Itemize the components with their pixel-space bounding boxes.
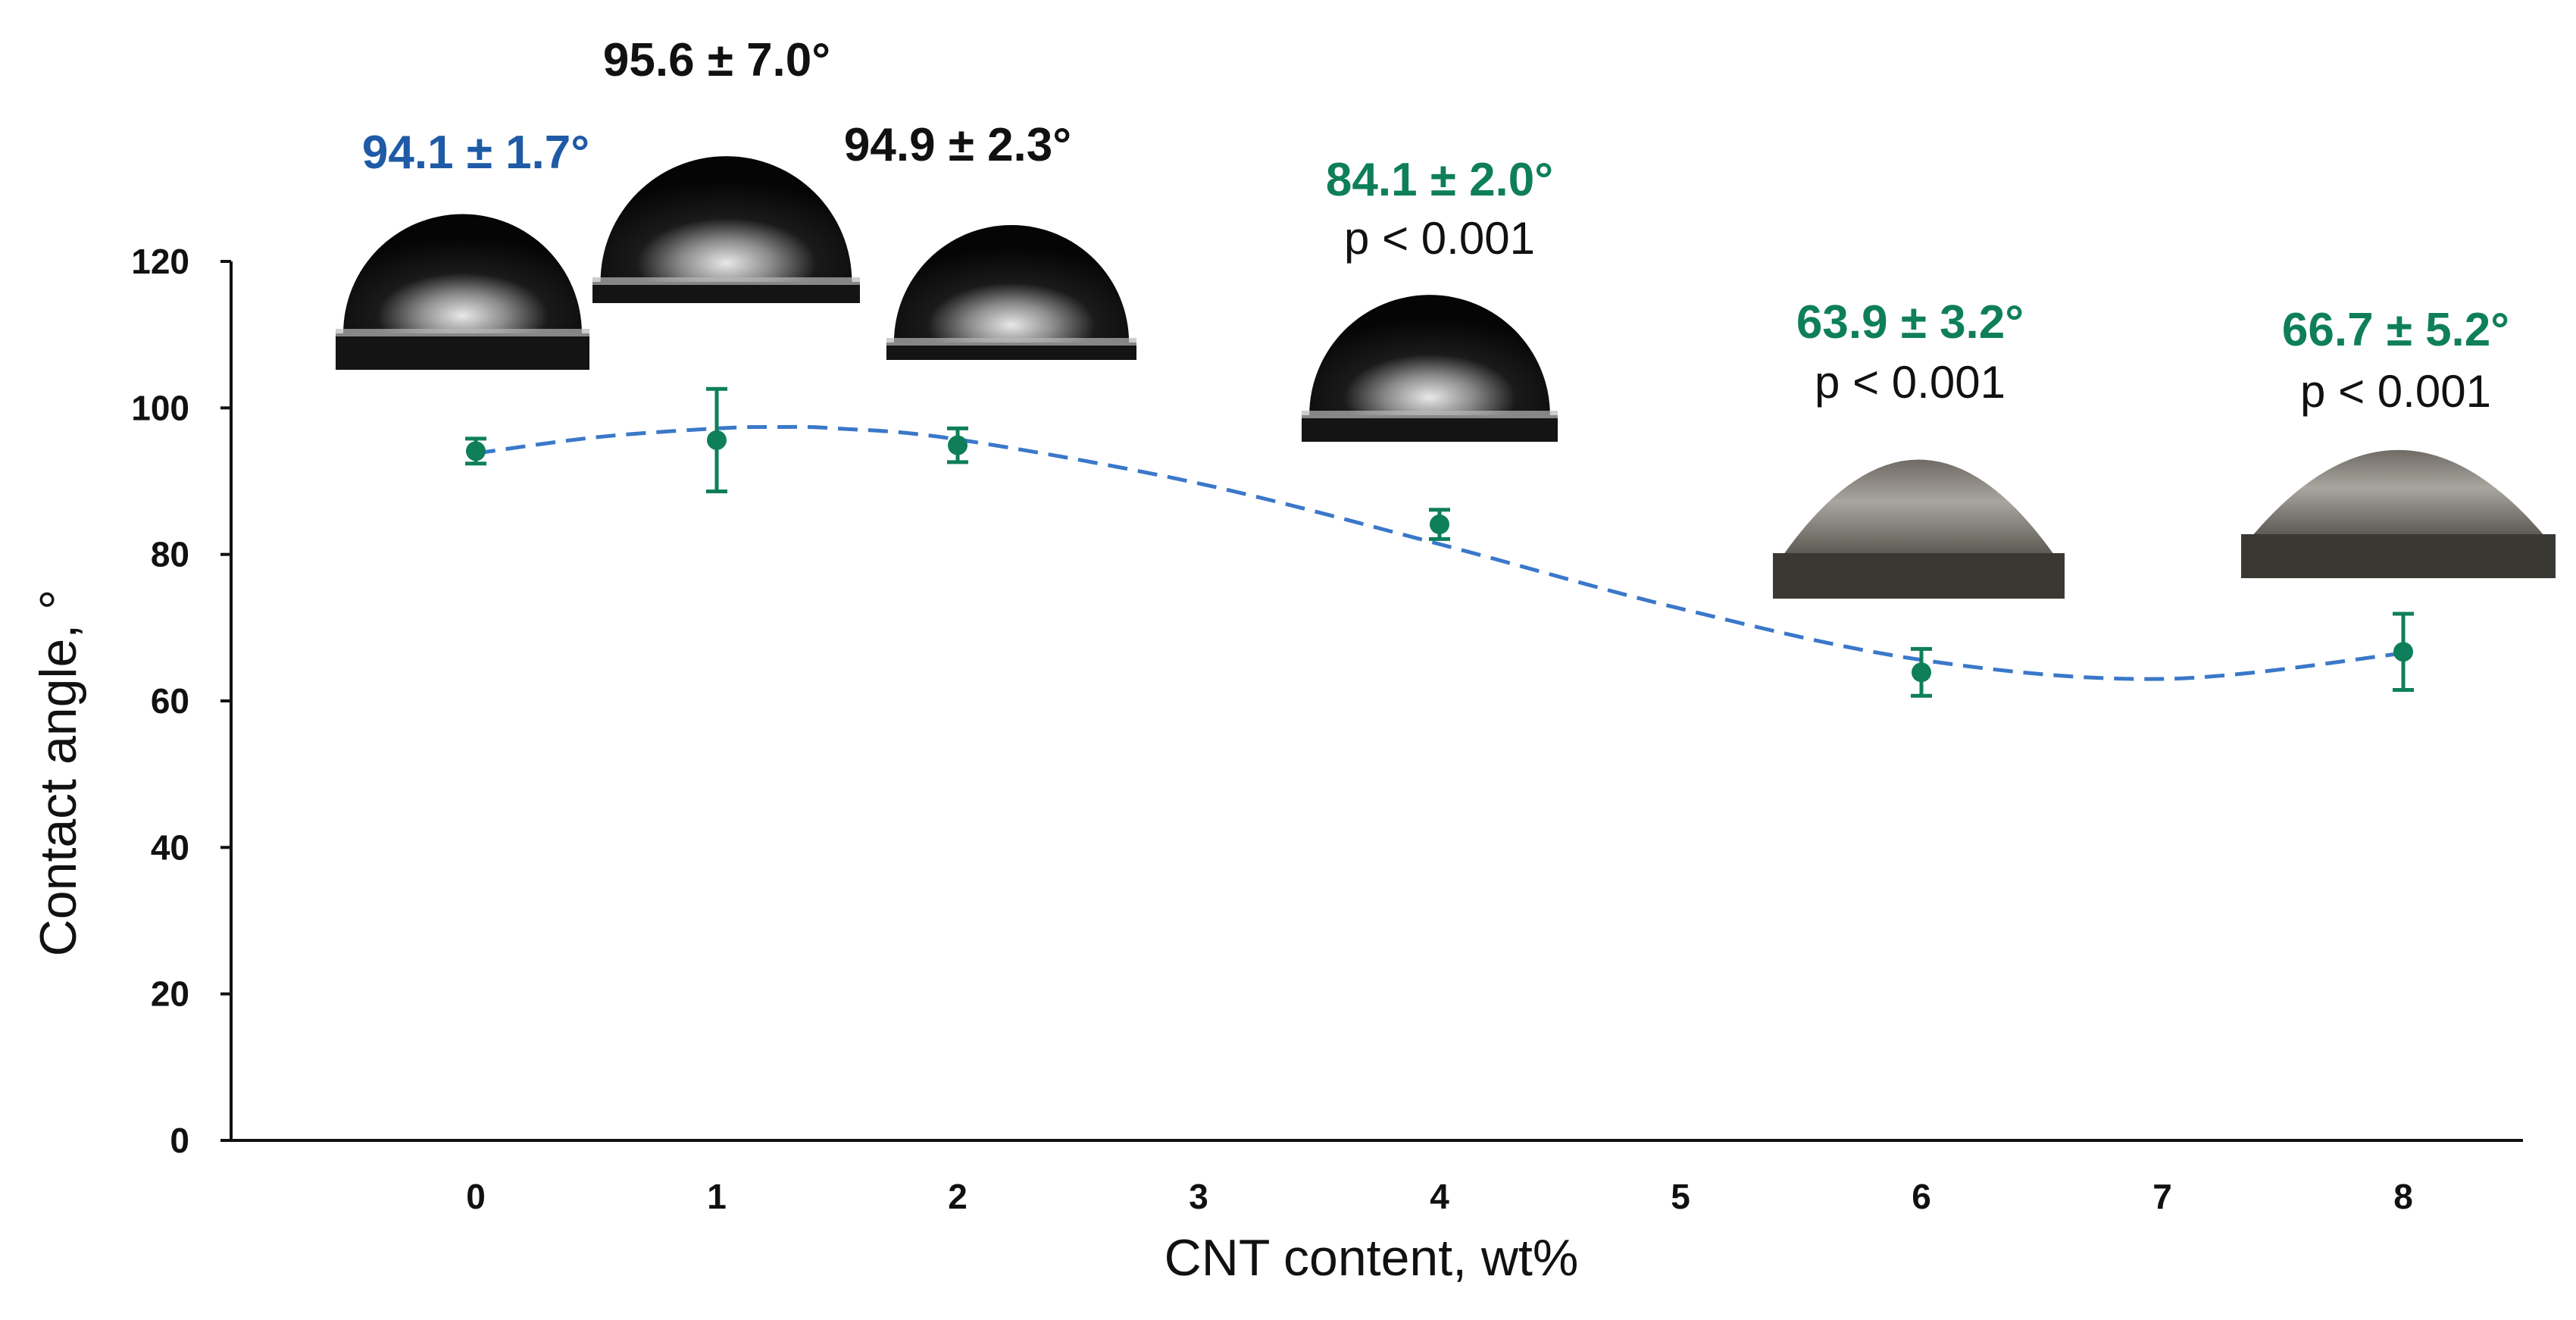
y-axis-title: Contact angle, ° (30, 590, 87, 957)
droplet-shape (600, 156, 852, 282)
data-point (707, 430, 727, 450)
data-point (1430, 515, 1449, 535)
data-point (466, 441, 486, 461)
annotation-value: 63.9 ± 3.2° (1796, 296, 2024, 349)
droplet-reflection (1302, 411, 1558, 418)
y-tick-label: 20 (151, 974, 189, 1014)
droplet-substrate (1302, 415, 1558, 442)
droplet-image (592, 155, 860, 303)
y-tick-label: 100 (131, 388, 189, 427)
y-tick-label: 80 (151, 535, 189, 574)
data-point (1912, 662, 1931, 683)
droplet-image (1773, 455, 2065, 599)
x-tick-label: 4 (1430, 1177, 1449, 1216)
y-tick-label: 60 (151, 681, 189, 721)
annotation-value: 84.1 ± 2.0° (1326, 154, 1553, 206)
droplet-shape (1309, 295, 1550, 415)
droplet-image (2241, 446, 2556, 578)
annotation-p-value: p < 0.001 (1344, 213, 1535, 264)
droplet-reflection (886, 338, 1136, 346)
annotation-value: 66.7 ± 5.2° (2282, 304, 2509, 356)
annotation-p-value: p < 0.001 (1815, 357, 2005, 408)
droplet-substrate (336, 333, 589, 370)
x-tick-label: 3 (1189, 1177, 1208, 1216)
data-points (465, 386, 2414, 698)
annotation-value: 94.1 ± 1.7° (362, 127, 589, 179)
trendline-path (475, 424, 2404, 681)
x-tick-label: 0 (466, 1177, 486, 1216)
y-tick-label: 120 (131, 242, 189, 281)
droplet-substrate (886, 343, 1136, 360)
x-tick-label: 2 (948, 1177, 968, 1216)
droplet-image (336, 214, 589, 370)
droplet-shape (1784, 459, 2053, 553)
annotation-value: 94.9 ± 2.3° (844, 119, 1071, 171)
x-tick-label: 1 (707, 1177, 727, 1216)
droplet-image (1302, 295, 1558, 442)
axes: 0 20 40 60 80 100 120 0 1 2 3 4 5 6 7 8 (131, 242, 2523, 1216)
droplet-shape (343, 214, 582, 333)
droplet-substrate (592, 282, 860, 303)
x-tick-label: 6 (1912, 1177, 1931, 1216)
x-tick-label: 8 (2393, 1177, 2413, 1216)
droplet-reflection (592, 277, 860, 285)
trendline (475, 424, 2404, 681)
annotation-value: 95.6 ± 7.0° (603, 34, 830, 86)
x-axis-title: CNT content, wt% (1165, 1229, 1579, 1287)
droplet-image (886, 212, 1136, 360)
droplet-substrate (1773, 553, 2065, 599)
droplet-images (336, 155, 2556, 599)
droplet-reflection (336, 329, 589, 336)
annotation-p-value: p < 0.001 (2300, 366, 2491, 417)
data-point (948, 435, 968, 455)
droplet-shape (893, 225, 1130, 343)
x-tick-label: 5 (1671, 1177, 1690, 1216)
x-tick-label: 7 (2152, 1177, 2172, 1216)
y-tick-label: 0 (170, 1121, 189, 1160)
droplet-substrate (2241, 534, 2556, 578)
droplet-shape (2253, 449, 2543, 534)
data-point (2393, 642, 2413, 662)
y-tick-label: 40 (151, 827, 189, 867)
annotations: 94.1 ± 1.7° 95.6 ± 7.0° 94.9 ± 2.3° 84.1 ± … (362, 34, 2509, 417)
